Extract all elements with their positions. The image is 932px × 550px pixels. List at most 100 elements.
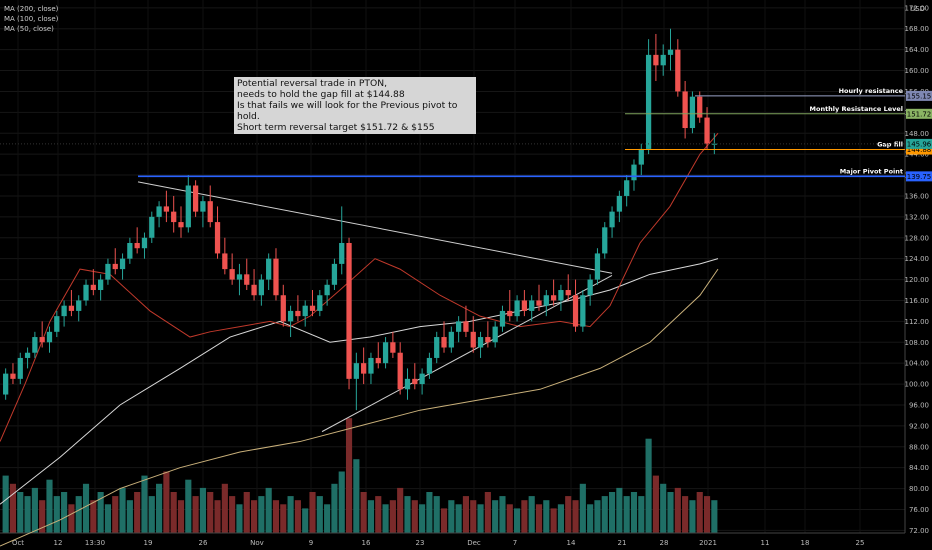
price-tick-label: 96.00 [909, 401, 929, 409]
volume-bar [272, 500, 280, 533]
price-tick-label: 80.00 [909, 485, 929, 493]
ma100-line [0, 258, 719, 505]
time-tick-label: 11 [761, 539, 770, 547]
time-tick-label: Nov [250, 539, 264, 547]
candle-body [521, 300, 528, 311]
candle-body [185, 185, 191, 228]
candle-body [602, 227, 608, 254]
volume-bar [375, 496, 382, 533]
volume-bar [39, 500, 46, 533]
candle-body [317, 295, 323, 311]
price-tick-label: 116.00 [905, 297, 930, 305]
volume-bar [470, 500, 477, 533]
volume-bar [2, 475, 9, 533]
volume-bar [90, 500, 97, 533]
volume-bar [207, 492, 214, 533]
time-tick-label: 18 [801, 539, 810, 547]
volume-bar [280, 504, 287, 533]
volume-bar [667, 492, 674, 533]
volume-bar [148, 496, 155, 533]
candle-body [499, 310, 506, 327]
candle-body [46, 331, 53, 343]
candle-body [543, 295, 549, 306]
price-tick-label: 160.00 [905, 67, 930, 75]
volume-bar [316, 496, 323, 533]
candle-body [397, 352, 403, 390]
level-label: Hourly resistance [839, 87, 904, 95]
time-tick-label: 7 [513, 539, 517, 547]
volume-bar [199, 487, 206, 533]
candle-body [368, 357, 374, 374]
volume-bar [433, 496, 440, 533]
volume-bar [616, 487, 623, 533]
candle-body [339, 242, 345, 264]
candle-body [697, 96, 703, 118]
time-tick-label: 16 [362, 539, 371, 547]
volume-bar [24, 496, 31, 533]
price-tick-label: 168.00 [905, 25, 930, 33]
candle-body [682, 91, 688, 129]
volume-bar [243, 492, 250, 533]
candle-body [112, 263, 118, 270]
candle-body [382, 342, 389, 364]
time-tick-label: 2021 [699, 539, 717, 547]
candle-body [178, 222, 184, 228]
candle-body [222, 253, 228, 270]
candle-body [412, 378, 418, 385]
volume-bar [170, 492, 177, 533]
price-tag [906, 144, 932, 155]
candle-body [141, 237, 148, 249]
volume-bar [587, 504, 594, 533]
candle-body [426, 357, 433, 374]
price-tick-label: 88.00 [909, 443, 929, 451]
volume-bar [104, 504, 112, 533]
volume-bar [484, 492, 491, 533]
candle-body [214, 222, 221, 254]
candle-body [105, 263, 111, 280]
time-tick-label: 13:30 [85, 539, 105, 547]
candle-body [456, 321, 462, 332]
candle-body [119, 258, 126, 270]
price-tick-label: 164.00 [905, 46, 930, 54]
volume-bar [711, 500, 718, 533]
volume-bar [265, 487, 272, 533]
candle-body [594, 253, 601, 280]
candle-body [207, 201, 213, 223]
candle-body [580, 295, 586, 327]
triangle-upper-line [137, 181, 613, 274]
volume-bar [17, 492, 24, 533]
candle-body [507, 310, 513, 317]
volume-bar [331, 483, 338, 533]
volume-bar [185, 479, 192, 533]
volume-bar [126, 500, 133, 533]
volume-bar [294, 500, 301, 533]
candle-body [675, 49, 681, 92]
volume-bar [601, 496, 608, 533]
candle-body [536, 300, 542, 306]
candle-body [485, 337, 491, 343]
legend-ma50: MA (50, close) [4, 25, 54, 33]
candle-body [624, 180, 630, 196]
candle-body [419, 373, 425, 385]
volume-bar [382, 504, 389, 533]
price-tick-label: 128.00 [905, 234, 930, 242]
volume-bar [46, 479, 53, 533]
candle-body [266, 258, 272, 280]
candle-body [667, 49, 674, 55]
volume-bar [141, 475, 148, 533]
volume-bar [367, 500, 375, 533]
candle-body [477, 337, 484, 348]
candle-body [375, 357, 381, 364]
volume-bar [177, 500, 185, 533]
candle-body [346, 242, 352, 379]
candle-body [83, 284, 89, 301]
candle-body [689, 96, 696, 129]
candle-body [287, 310, 294, 322]
candle-body [3, 373, 9, 395]
candle-body [200, 201, 206, 212]
candle-body [324, 284, 330, 296]
candle-body [448, 331, 454, 348]
volume-bar [448, 500, 455, 533]
volume-bar [455, 504, 462, 533]
